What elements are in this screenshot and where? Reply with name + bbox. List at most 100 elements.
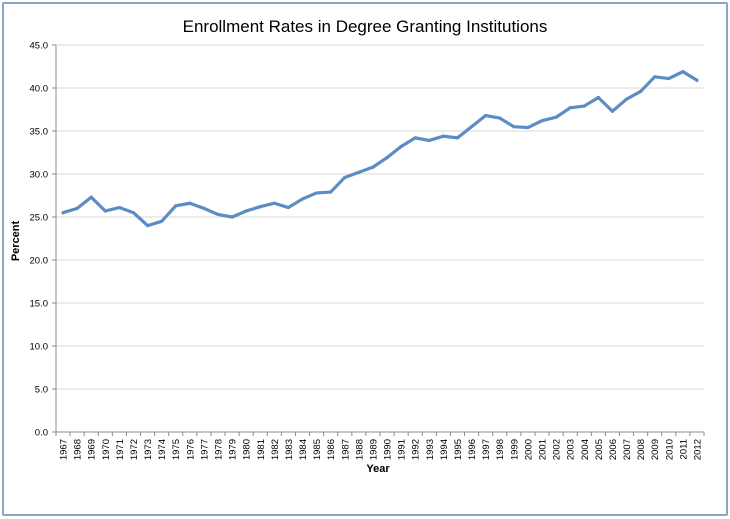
x-tick-label: 1978 bbox=[214, 439, 225, 460]
x-tick-label: 1990 bbox=[383, 439, 394, 460]
y-tick-label: 25.0 bbox=[30, 213, 49, 224]
data-point bbox=[554, 115, 558, 119]
data-point bbox=[230, 215, 234, 219]
data-point bbox=[455, 136, 460, 140]
x-tick-label: 1986 bbox=[326, 439, 337, 460]
y-tick-label: 40.0 bbox=[30, 84, 49, 95]
y-tick-label: 10.0 bbox=[30, 342, 49, 353]
x-tick-label: 1980 bbox=[242, 439, 253, 460]
y-tick-label: 5.0 bbox=[35, 385, 48, 396]
data-point bbox=[624, 97, 629, 101]
x-tick-label: 1973 bbox=[143, 439, 154, 460]
data-point bbox=[160, 219, 164, 223]
data-point bbox=[582, 104, 586, 108]
data-point bbox=[188, 201, 192, 205]
x-tick-label: 2006 bbox=[608, 439, 619, 460]
axes bbox=[52, 44, 705, 436]
x-tick-label: 1974 bbox=[157, 439, 168, 460]
x-tick-label: 2011 bbox=[678, 439, 689, 459]
data-point bbox=[653, 75, 657, 79]
x-tick-label: 1999 bbox=[509, 439, 520, 460]
data-point bbox=[610, 109, 615, 113]
data-point bbox=[216, 212, 220, 217]
x-tick-label: 2012 bbox=[692, 439, 703, 460]
data-point bbox=[145, 224, 150, 228]
x-tick-label: 1977 bbox=[199, 439, 210, 460]
data-point bbox=[343, 175, 347, 180]
y-tick-label: 45.0 bbox=[30, 41, 49, 52]
data-point bbox=[484, 113, 488, 118]
x-tick-label: 2008 bbox=[636, 439, 647, 460]
y-tick-label: 35.0 bbox=[30, 127, 49, 138]
x-tick-label: 1976 bbox=[185, 439, 196, 460]
data-point bbox=[202, 206, 206, 210]
x-tick-label: 1981 bbox=[256, 439, 267, 460]
data-point bbox=[89, 195, 93, 199]
x-tick-label: 2010 bbox=[664, 439, 675, 460]
x-tick-labels: 1967 1968 1969 1970 1971 1972 1973 1974 1975 1976… bbox=[59, 439, 704, 460]
data-point bbox=[681, 70, 685, 74]
x-tick-label: 2004 bbox=[580, 439, 591, 460]
data-point bbox=[371, 165, 375, 169]
x-tick-label: 1995 bbox=[453, 439, 464, 460]
x-tick-label: 1969 bbox=[87, 439, 98, 460]
data-point bbox=[131, 211, 136, 215]
x-tick-label: 1979 bbox=[228, 439, 239, 460]
x-tick-label: 1983 bbox=[284, 439, 295, 460]
x-tick-label: 2005 bbox=[594, 439, 605, 460]
x-tick-label: 2001 bbox=[538, 439, 549, 460]
x-tick-label: 2000 bbox=[523, 439, 534, 460]
x-tick-label: 1994 bbox=[439, 439, 450, 460]
x-tick-label: 1975 bbox=[171, 439, 182, 460]
x-tick-label: 2002 bbox=[552, 439, 563, 460]
x-tick-label: 1985 bbox=[312, 439, 323, 460]
x-tick-label: 2007 bbox=[622, 439, 633, 460]
x-tick-label: 1989 bbox=[368, 439, 379, 460]
x-axis-title: Year bbox=[366, 463, 390, 475]
data-point bbox=[526, 125, 530, 130]
x-tick-label: 1968 bbox=[73, 439, 84, 460]
data-point bbox=[540, 119, 544, 123]
line-chart: Enrollment Rates in Degree Granting Inst… bbox=[10, 17, 705, 475]
y-tick-label: 30.0 bbox=[30, 170, 49, 181]
x-tick-label: 1992 bbox=[411, 439, 422, 460]
x-tick-label: 1982 bbox=[270, 439, 281, 460]
data-point bbox=[244, 209, 248, 213]
data-point bbox=[117, 205, 121, 210]
y-tick-labels: 0.0 5.0 10.0 15.0 20.0 25.0 30.0 35.0 40.0 45.0 bbox=[30, 41, 49, 439]
x-tick-label: 1972 bbox=[129, 439, 140, 460]
data-point bbox=[498, 116, 502, 120]
x-tick-label: 2009 bbox=[650, 439, 661, 460]
data-point bbox=[300, 197, 305, 201]
data-point bbox=[385, 156, 389, 160]
data-point bbox=[427, 138, 431, 143]
chart-title: Enrollment Rates in Degree Granting Inst… bbox=[183, 17, 548, 36]
series-line bbox=[61, 70, 699, 228]
data-point bbox=[286, 205, 291, 210]
x-tick-label: 1997 bbox=[481, 439, 492, 460]
data-point bbox=[667, 76, 671, 81]
data-point bbox=[258, 205, 262, 209]
x-tick-label: 1998 bbox=[495, 439, 506, 460]
data-point bbox=[399, 144, 403, 149]
data-point bbox=[329, 190, 333, 194]
data-point bbox=[315, 191, 319, 195]
y-tick-label: 15.0 bbox=[30, 299, 49, 310]
x-tick-label: 1967 bbox=[59, 439, 70, 460]
data-point bbox=[357, 170, 361, 174]
x-tick-label: 2003 bbox=[566, 439, 577, 460]
x-tick-label: 1971 bbox=[115, 439, 126, 460]
x-tick-label: 1991 bbox=[397, 439, 408, 460]
data-point bbox=[61, 211, 65, 215]
y-tick-label: 0.0 bbox=[35, 428, 48, 439]
data-point bbox=[75, 206, 79, 210]
data-point bbox=[695, 78, 699, 82]
data-point bbox=[272, 201, 276, 205]
series-layer bbox=[61, 70, 699, 228]
x-tick-label: 1993 bbox=[425, 439, 436, 460]
data-point bbox=[512, 125, 516, 129]
data-point bbox=[103, 209, 107, 213]
x-tick-label: 1996 bbox=[467, 439, 478, 460]
data-point bbox=[174, 204, 178, 208]
